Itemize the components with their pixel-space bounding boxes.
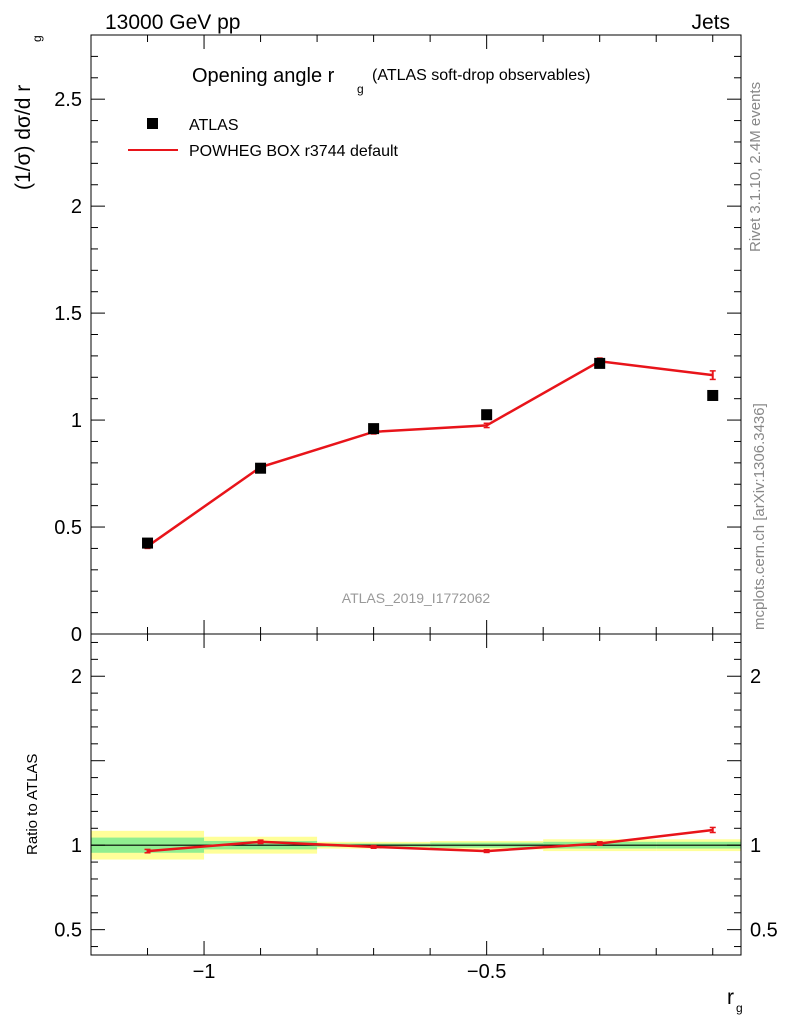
ratio-y-tick-label-right: 0.5	[750, 920, 778, 942]
ratio-y-tick-label: 2	[71, 666, 82, 688]
legend: ATLAS POWHEG BOX r3744 default	[128, 117, 399, 160]
main-y-tick-label: 1	[71, 410, 82, 432]
main-title-extra: (ATLAS soft-drop observables)	[372, 67, 590, 84]
ratio-y-tick-label-right: 1	[750, 835, 761, 857]
legend-label-atlas: ATLAS	[189, 117, 239, 134]
rivet-version-label: Rivet 3.1.10, 2.4M events	[747, 82, 764, 252]
ratio-powheg-line	[147, 828, 713, 853]
main-plot-title: Opening angle r g (ATLAS soft-drop obser…	[192, 65, 590, 96]
header-right-label: Jets	[691, 11, 730, 34]
main-y-tick-label: 0.5	[54, 517, 82, 539]
main-y-tick-label: 2	[71, 196, 82, 218]
atlas-data-point	[594, 357, 606, 369]
atlas-data-point	[142, 537, 154, 549]
main-y-tick-label: 2.5	[54, 89, 82, 111]
header-left-label: 13000 GeV pp	[105, 11, 240, 34]
powheg-series-line	[146, 359, 713, 548]
ratio-plot-frame	[90, 633, 742, 956]
legend-label-powheg: POWHEG BOX r3744 default	[189, 143, 399, 160]
x-axis-label-text: r	[727, 986, 734, 1009]
atlas-data-point	[368, 423, 380, 435]
x-tick-label: −0.5	[467, 961, 506, 983]
atlas-data-point	[481, 409, 493, 421]
ratio-y-tick-label: 0.5	[54, 920, 82, 942]
atlas-data-point	[707, 389, 719, 401]
ratio-y-tick-label: 1	[71, 835, 82, 857]
mcplots-label: mcplots.cern.ch [arXiv:1306.3436]	[751, 403, 768, 630]
main-title-text: Opening angle r	[192, 65, 335, 87]
reference-analysis-label: ATLAS_2019_I1772062	[342, 590, 491, 606]
ratio-y-tick-label-right: 2	[750, 666, 761, 688]
x-axis-label: r g	[727, 986, 743, 1015]
main-y-tick-label: 0	[71, 624, 82, 646]
main-y-axis-label: (1/σ) dσ/d r g	[12, 35, 44, 190]
x-axis-label-subscript: g	[736, 1001, 743, 1015]
legend-marker-atlas	[147, 118, 158, 129]
x-tick-label: −1	[193, 961, 216, 983]
main-ylabel-subscript: g	[30, 35, 44, 42]
ratio-y-axis-label: Ratio to ATLAS	[24, 754, 41, 855]
main-title-subscript: g	[357, 82, 364, 96]
atlas-data-point	[255, 462, 267, 474]
main-ylabel-text: (1/σ) dσ/d r	[12, 85, 35, 190]
main-y-tick-label: 1.5	[54, 303, 82, 325]
